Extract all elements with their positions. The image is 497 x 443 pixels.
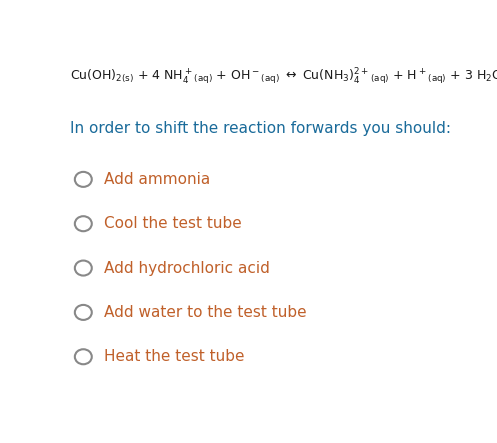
- Text: $\mathregular{Cu(OH)_{2(s)}}$ $\mathregular{+ \ 4 \ NH_4^+{}_{(aq)}}$ $\mathregu: $\mathregular{Cu(OH)_{2(s)}}$ $\mathregu…: [70, 67, 497, 87]
- Text: Cool the test tube: Cool the test tube: [104, 216, 242, 231]
- Text: In order to shift the reaction forwards you should:: In order to shift the reaction forwards …: [70, 120, 451, 136]
- Text: Add water to the test tube: Add water to the test tube: [104, 305, 307, 320]
- Text: Add ammonia: Add ammonia: [104, 172, 211, 187]
- Text: Add hydrochloric acid: Add hydrochloric acid: [104, 260, 270, 276]
- Text: Heat the test tube: Heat the test tube: [104, 349, 245, 364]
